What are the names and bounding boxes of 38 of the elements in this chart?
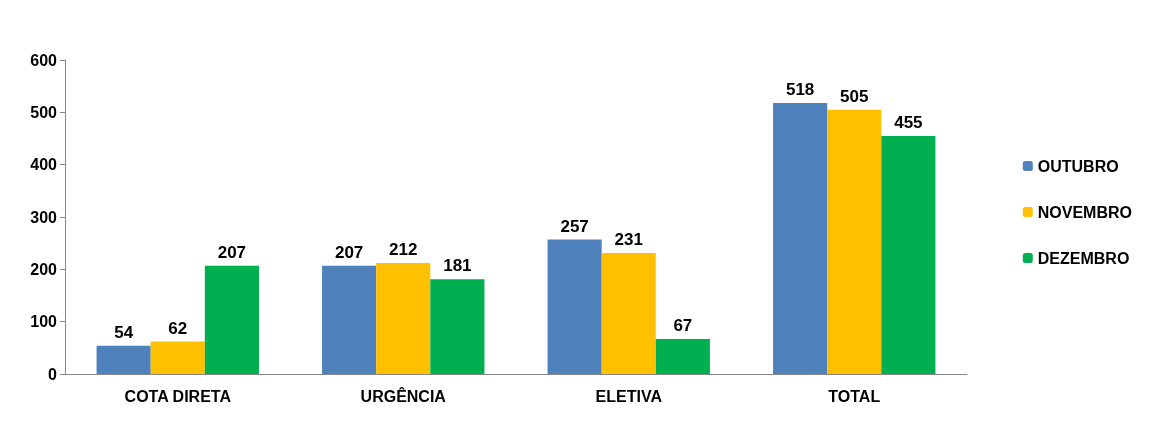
x-tick-label: ELETIVA [595, 387, 663, 405]
bar [150, 341, 205, 374]
y-tick-label: 400 [30, 156, 58, 174]
bar [376, 263, 431, 374]
legend-label: DEZEMBRO [1037, 249, 1130, 267]
data-label: 181 [443, 256, 472, 276]
data-label: 231 [614, 230, 643, 250]
bar [204, 265, 259, 374]
bar [881, 135, 936, 374]
legend-label: NOVEMBRO [1037, 203, 1133, 221]
bar [96, 345, 151, 374]
bar [322, 265, 377, 374]
bar [430, 279, 485, 374]
data-label: 54 [114, 322, 134, 342]
y-tick-label: 100 [30, 313, 58, 331]
data-label: 455 [894, 112, 923, 132]
y-tick-label: 300 [30, 208, 58, 226]
data-label: 257 [560, 216, 589, 236]
bar [547, 239, 602, 374]
bar [655, 338, 710, 374]
bar [601, 253, 656, 374]
y-tick-label: 500 [30, 103, 58, 121]
data-label: 67 [673, 315, 693, 335]
y-tick-label: 600 [30, 51, 58, 69]
bar [827, 109, 882, 374]
bar [773, 102, 828, 374]
data-label: 505 [840, 86, 869, 106]
x-tick-label: COTA DIRETA [124, 387, 232, 405]
legend-label: OUTUBRO [1037, 157, 1119, 175]
data-label: 207 [334, 242, 364, 262]
data-label: 518 [785, 79, 815, 99]
y-tick-label: 0 [48, 365, 58, 383]
y-tick-label: 200 [30, 260, 58, 278]
data-label: 207 [217, 242, 247, 262]
data-label: 212 [389, 240, 418, 260]
data-label: 62 [168, 318, 188, 338]
x-tick-label: URGÊNCIA [360, 386, 447, 405]
x-tick-label: TOTAL [828, 387, 881, 405]
